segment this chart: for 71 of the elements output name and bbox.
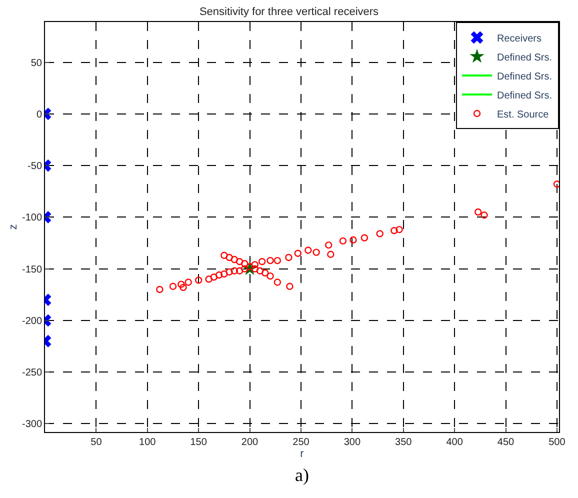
point <box>262 269 269 277</box>
x-tick-label: 300 <box>344 437 361 448</box>
point <box>236 267 244 274</box>
point <box>480 212 488 219</box>
y-axis-title: z <box>8 224 20 230</box>
point <box>241 260 248 268</box>
point <box>312 248 320 256</box>
point <box>230 256 238 264</box>
x-tick-label: 250 <box>292 437 310 448</box>
point <box>194 276 202 284</box>
x-tick-label: 500 <box>548 437 566 448</box>
point <box>210 273 218 281</box>
legend-label: Defined Srs. <box>497 90 552 102</box>
legend-label: Receivers <box>497 33 542 44</box>
text: a) <box>295 465 309 485</box>
legend-label: Est. Source <box>497 109 550 120</box>
point <box>241 265 248 272</box>
point <box>474 208 482 216</box>
x-tick-label: 150 <box>190 437 208 448</box>
y-tick-label: -100 <box>22 212 42 224</box>
point <box>258 258 266 266</box>
point <box>339 237 347 245</box>
y-tick-label: 50 <box>30 58 42 69</box>
point <box>274 278 282 286</box>
y-tick-label: -300 <box>22 419 42 430</box>
point <box>553 180 559 188</box>
point <box>304 246 312 254</box>
legend-label: Defined Srs. <box>497 52 552 64</box>
y-tick-label: -150 <box>22 264 42 276</box>
point <box>205 276 212 283</box>
x-tick-label: 200 <box>241 437 259 448</box>
point <box>220 252 228 259</box>
point <box>226 254 233 262</box>
point <box>325 241 332 249</box>
point <box>376 230 384 238</box>
point <box>266 272 274 280</box>
point <box>360 234 368 242</box>
point <box>230 267 238 274</box>
x-tick-label: 100 <box>139 437 156 448</box>
point <box>327 250 334 258</box>
point <box>215 271 223 279</box>
y-tick-label: -50 <box>28 161 42 172</box>
legend-label: Defined Srs. <box>497 71 552 82</box>
point <box>256 267 264 274</box>
point <box>274 256 282 264</box>
point <box>396 226 403 234</box>
y-tick-label: 0 <box>36 109 42 120</box>
point <box>285 254 292 262</box>
y-tick-label: -250 <box>22 368 42 379</box>
x-axis-title: r <box>300 448 304 460</box>
x-tick-label: 450 <box>497 437 515 448</box>
point <box>180 284 187 292</box>
point <box>251 265 258 272</box>
point <box>169 282 177 290</box>
point <box>286 282 294 290</box>
point <box>184 278 192 286</box>
point <box>236 258 244 266</box>
x-tick-label: 50 <box>90 437 102 448</box>
chart-title: Sensitivity for three vertical receivers <box>199 6 380 18</box>
y-tick-label: -200 <box>22 316 42 327</box>
point <box>226 268 233 276</box>
point <box>178 280 185 288</box>
point <box>294 250 302 257</box>
point <box>350 236 357 244</box>
point <box>156 286 164 294</box>
point <box>220 270 228 278</box>
point <box>266 256 274 264</box>
x-tick-label: 350 <box>395 437 412 448</box>
x-tick-label: 400 <box>446 437 464 448</box>
point <box>390 227 398 234</box>
point <box>251 261 258 268</box>
